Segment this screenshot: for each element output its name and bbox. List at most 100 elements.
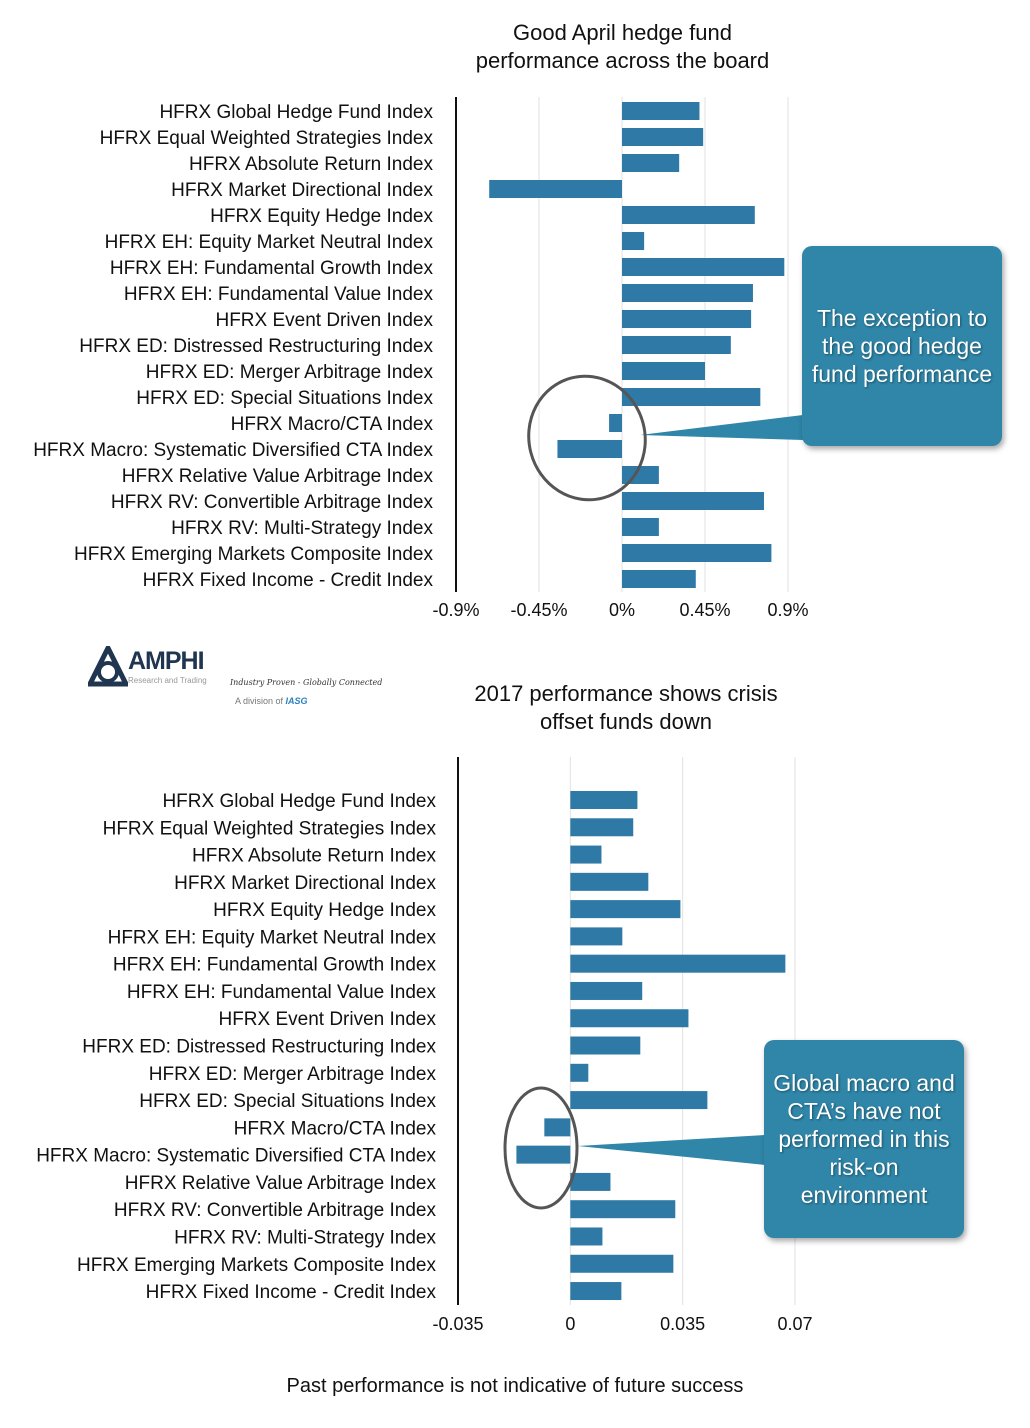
chart2-bar [570,981,643,1000]
chart2-bar [570,818,634,837]
chart1-category-label: HFRX RV: Multi-Strategy Index [171,518,433,539]
chart1-tick-label: 0.45% [679,600,730,620]
chart2-tick-label: 0.035 [660,1314,705,1334]
callout1-pointer [640,415,803,440]
chart2-bar [570,900,681,919]
chart2-bar [570,845,602,864]
chart2-bar [570,1227,603,1246]
chart2-bar [516,1145,571,1164]
chart1-category-label: HFRX EH: Equity Market Neutral Index [105,232,434,253]
chart1-category-label: HFRX Market Directional Index [171,180,433,201]
callout-exception: The exception to the good hedge fund per… [802,246,1002,446]
chart1-bar [622,206,755,224]
chart1-bar [489,180,622,198]
chart1-tick-label: -0.45% [510,600,567,620]
chart2-category-label: HFRX Event Driven Index [218,1009,436,1030]
chart2-category-label: HFRX Relative Value Arbitrage Index [125,1173,437,1194]
chart1-category-label: HFRX Relative Value Arbitrage Index [122,466,434,487]
chart1-category-label: HFRX Macro/CTA Index [231,414,434,435]
chart2-category-label: HFRX EH: Fundamental Growth Index [113,955,437,976]
chart2-bar [570,1063,589,1082]
logo-tagline: Industry Proven - Globally Connected [230,678,383,687]
chart2-bar [570,1009,689,1028]
chart1-category-label: HFRX EH: Fundamental Value Index [124,284,434,305]
chart1-category-label: HFRX EH: Fundamental Growth Index [110,258,434,279]
chart1-category-label: HFRX Absolute Return Index [189,154,433,175]
chart1-title: Good April hedge fund performance across… [440,19,805,75]
disclaimer: Past performance is not indicative of fu… [286,1375,744,1397]
chart2-bar [570,1254,674,1273]
chart2-category-label: HFRX EH: Equity Market Neutral Index [108,927,437,948]
chart1-category-label: HFRX Equity Hedge Index [210,206,433,227]
chart2-bar [570,872,649,891]
chart1-bar [622,102,700,120]
chart1-category-label: HFRX Event Driven Index [215,310,433,331]
chart1-category-label: HFRX ED: Special Situations Index [136,388,433,409]
chart2-category-label: HFRX Absolute Return Index [192,846,436,867]
chart2-category-label: HFRX Macro: Systematic Diversified CTA I… [36,1146,436,1167]
chart2-category-label: HFRX ED: Merger Arbitrage Index [149,1064,437,1085]
division-text: A division of [235,696,284,706]
chart2-bar [570,1172,611,1191]
chart2-category-label: HFRX Emerging Markets Composite Index [77,1255,437,1276]
chart2-category-label: HFRX ED: Special Situations Index [139,1091,436,1112]
chart2-title: 2017 performance shows crisis offset fun… [440,680,812,736]
chart1-bar [622,518,659,536]
chart2-bar [570,954,786,973]
chart2-category-label: HFRX ED: Distressed Restructuring Index [82,1037,436,1058]
chart2-title-line2: offset funds down [539,709,713,734]
chart2-category-label: HFRX Equity Hedge Index [213,900,436,921]
callout2-pointer [578,1135,765,1165]
chart2-bar [570,927,623,946]
chart2-bar [570,791,638,809]
chart2-bar [544,1118,571,1137]
chart1-bar [622,310,752,328]
chart1-tick-label: 0% [609,600,635,620]
chart1-bar [622,154,680,172]
chart1-category-label: HFRX RV: Convertible Arbitrage Index [111,492,434,513]
highlight-circle-2 [503,1086,579,1210]
chart2-category-label: HFRX EH: Fundamental Value Index [127,982,437,1003]
chart1-category-label: HFRX Fixed Income - Credit Index [143,570,434,591]
chart1-category-label: HFRX Emerging Markets Composite Index [74,544,434,565]
chart1-bar [609,414,622,432]
chart1-bar [622,336,731,354]
amphi-logo-icon [88,646,128,687]
chart1-category-label: HFRX ED: Merger Arbitrage Index [146,362,434,383]
logo-name: AMPHI [128,647,205,675]
chart2-category-label: HFRX Global Hedge Fund Index [162,791,436,812]
chart2-category-label: HFRX Market Directional Index [174,873,436,894]
chart1-tick-label: -0.9% [432,600,479,620]
chart2-tick-label: 0.07 [777,1314,812,1334]
chart1-title-line2: performance across the board [475,48,770,73]
chart1-bar [622,362,705,380]
callout-macro-cta: Global macro and CTA’s have not performe… [764,1040,964,1238]
chart1-tick-label: 0.9% [767,600,808,620]
chart2-title-line1: 2017 performance shows crisis [474,681,778,706]
highlight-circle-1 [527,374,647,502]
chart1-title-line1: Good April hedge fund [513,20,732,45]
chart2-category-label: HFRX RV: Convertible Arbitrage Index [114,1200,437,1221]
chart2-category-label: HFRX RV: Multi-Strategy Index [174,1227,436,1248]
logo-division: A division of IASG [235,696,308,707]
chart1-category-label: HFRX Global Hedge Fund Index [159,102,433,123]
chart1-bar [622,128,704,146]
chart1-bar [622,388,761,406]
chart2-bar [570,1200,676,1219]
chart2-category-label: HFRX Fixed Income - Credit Index [146,1282,437,1303]
chart2-tick-label: -0.035 [432,1314,483,1334]
chart1-category-label: HFRX Equal Weighted Strategies Index [100,128,434,149]
chart2-bar [570,1036,641,1055]
chart2-bar [570,1282,622,1301]
chart2-bar [570,1091,708,1110]
chart1-bar [622,544,772,562]
chart1-bar [622,492,765,510]
logo-subtitle: Research and Trading [128,676,207,685]
chart1-category-label: HFRX ED: Distressed Restructuring Index [79,336,433,357]
chart1-bar [622,232,645,250]
chart1-bar [557,440,622,458]
chart2-category-label: HFRX Macro/CTA Index [234,1118,437,1139]
chart2-category-label: HFRX Equal Weighted Strategies Index [103,818,437,839]
chart1-bar [622,466,659,484]
